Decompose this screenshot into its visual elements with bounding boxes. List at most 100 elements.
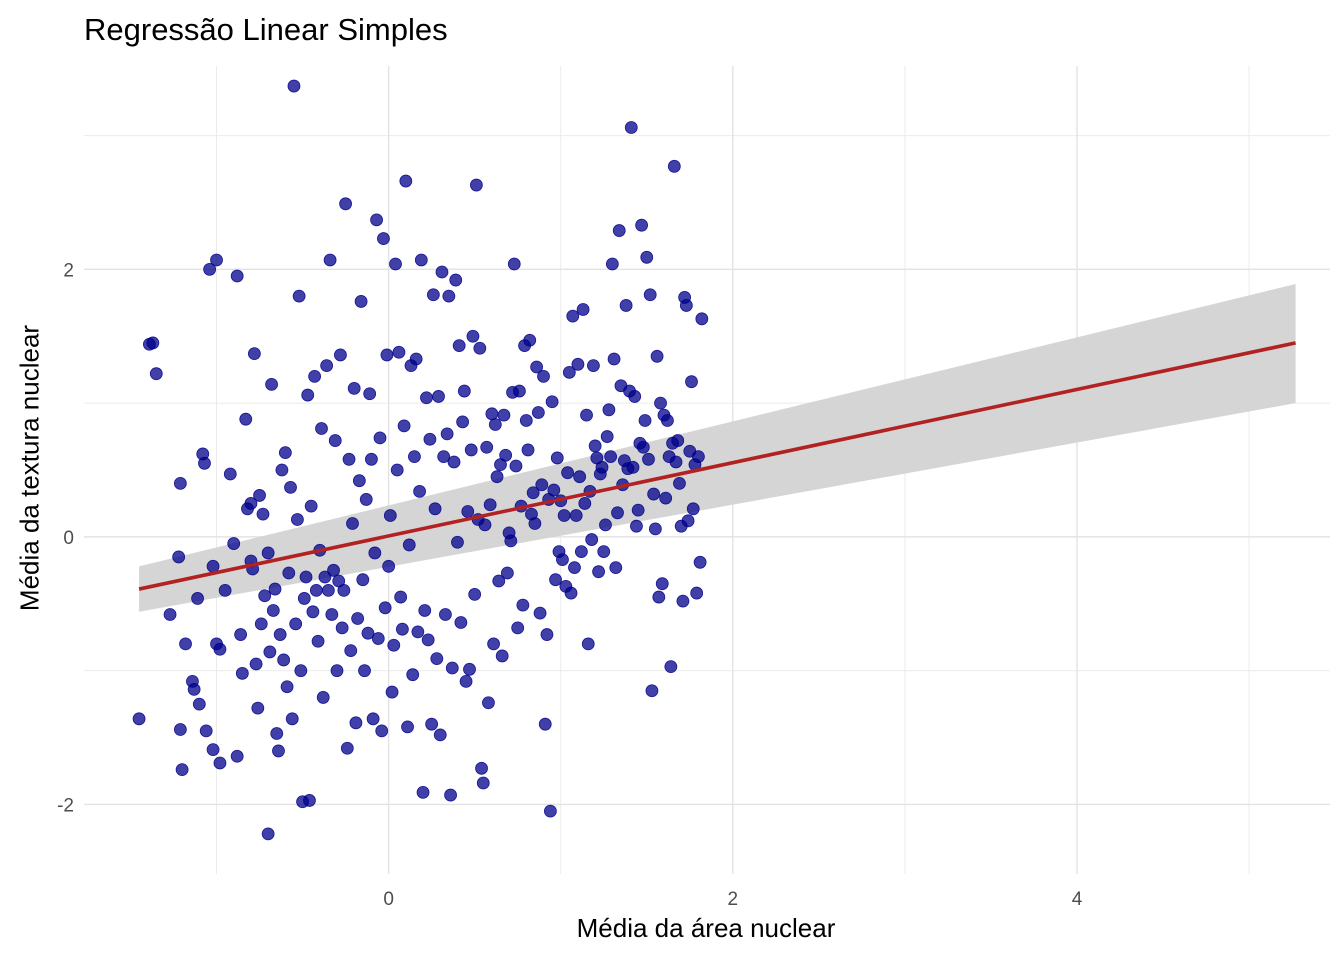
data-point	[650, 349, 664, 363]
data-point	[592, 565, 605, 579]
data-point	[414, 253, 428, 267]
data-point	[299, 570, 313, 584]
data-point	[406, 668, 420, 682]
data-point	[199, 724, 213, 738]
data-point	[432, 390, 445, 403]
data-point	[661, 414, 674, 427]
data-point	[442, 289, 456, 303]
data-point	[327, 563, 340, 577]
data-point	[550, 451, 564, 465]
data-point	[244, 497, 258, 510]
x-tick-label: 4	[1072, 889, 1083, 910]
data-point	[227, 537, 241, 550]
data-point	[647, 487, 661, 501]
data-point	[669, 455, 683, 469]
data-point	[578, 497, 592, 510]
data-point	[234, 628, 248, 641]
data-point	[430, 652, 444, 666]
data-point	[306, 605, 320, 619]
data-point	[595, 460, 609, 474]
data-point	[239, 412, 253, 426]
data-point	[308, 369, 322, 383]
data-point	[679, 299, 693, 312]
data-point	[289, 617, 303, 631]
data-point	[681, 514, 695, 528]
data-point	[266, 604, 280, 617]
data-point	[631, 503, 645, 517]
data-point	[464, 443, 478, 457]
data-point	[334, 348, 347, 362]
data-point	[253, 489, 266, 502]
regression-line-group	[138, 341, 1296, 591]
data-point	[574, 545, 588, 559]
data-point	[375, 724, 389, 738]
data-point	[349, 716, 363, 730]
data-point	[377, 232, 390, 245]
y-axis-ticks: -2 0 2	[57, 260, 74, 816]
data-point	[636, 440, 650, 454]
data-point	[337, 583, 351, 597]
data-point	[562, 365, 576, 379]
data-point	[301, 388, 315, 402]
data-point	[571, 357, 585, 371]
data-point	[581, 637, 595, 651]
data-point	[530, 360, 544, 374]
data-point	[273, 628, 287, 641]
data-point	[428, 502, 442, 516]
data-point	[521, 443, 535, 457]
data-point	[626, 460, 640, 474]
data-point	[218, 583, 232, 597]
data-point	[247, 347, 261, 361]
data-point	[316, 691, 330, 704]
data-point	[192, 697, 206, 711]
data-point	[444, 788, 457, 802]
data-point	[580, 408, 593, 422]
data-point	[469, 178, 483, 192]
data-point	[373, 431, 387, 445]
data-point	[315, 422, 328, 435]
data-point	[513, 384, 526, 398]
x-tick-label: 2	[728, 889, 739, 910]
confidence-band	[139, 284, 1296, 612]
data-point	[382, 559, 396, 573]
data-point	[504, 534, 518, 548]
x-axis-ticks: 0 2 4	[383, 889, 1082, 910]
data-point	[516, 598, 530, 612]
data-point	[335, 621, 349, 635]
data-point	[664, 660, 678, 674]
data-point	[540, 628, 554, 641]
data-point	[624, 121, 638, 134]
data-point	[652, 590, 666, 604]
data-point	[526, 486, 540, 500]
data-point	[519, 414, 533, 427]
data-point	[321, 583, 335, 597]
data-point	[251, 701, 265, 715]
data-point	[587, 359, 600, 373]
data-point	[378, 601, 392, 615]
y-axis-label: Média da textura nuclear	[14, 324, 45, 612]
data-point	[347, 381, 361, 395]
data-point	[206, 743, 220, 756]
data-point	[557, 509, 571, 522]
data-point	[361, 626, 375, 640]
data-point	[270, 727, 284, 740]
data-point	[568, 561, 581, 575]
data-point	[488, 418, 502, 431]
data-point	[408, 450, 421, 464]
data-point	[500, 566, 514, 580]
data-point	[346, 517, 359, 530]
data-point	[440, 427, 454, 441]
data-point	[325, 608, 339, 621]
data-point	[609, 561, 623, 575]
data-point	[628, 390, 642, 403]
data-point	[604, 450, 618, 464]
data-point	[543, 804, 557, 818]
data-point	[449, 273, 463, 287]
data-point	[485, 407, 499, 421]
data-point	[495, 649, 509, 663]
data-point	[175, 763, 189, 777]
data-point	[630, 519, 643, 533]
data-point	[456, 415, 470, 429]
data-point	[602, 403, 616, 417]
data-point	[389, 257, 402, 271]
